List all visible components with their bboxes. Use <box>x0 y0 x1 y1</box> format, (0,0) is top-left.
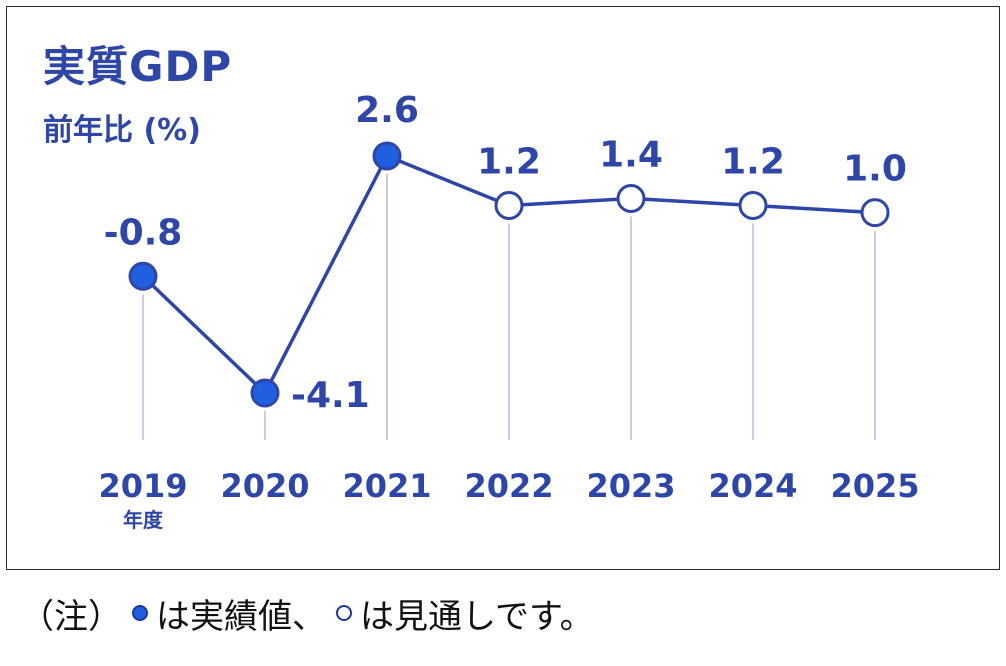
x-tick-label: 2019 <box>98 467 187 505</box>
x-tick-label: 2024 <box>708 467 797 505</box>
data-label: 1.4 <box>599 134 663 175</box>
x-tick-label: 2025 <box>830 467 919 505</box>
y-axis-label: 前年比 (%) <box>43 113 201 148</box>
data-label: 1.2 <box>721 142 785 183</box>
legend: （注） は実績値、 は見通しです。 <box>20 588 594 638</box>
actual-data-point <box>128 261 158 291</box>
line-chart: -0.8 -4.1 2.6 1.2 1.4 1.2 1.0 2019 年度 2020 2021 202… <box>98 90 919 532</box>
forecast-data-point <box>860 198 890 228</box>
legend-actual-label: は実績値、 <box>156 596 326 637</box>
data-label: 1.2 <box>477 142 541 183</box>
data-label: 1.0 <box>843 149 907 190</box>
actual-data-point <box>372 141 402 171</box>
forecast-data-point <box>738 191 768 221</box>
chart-frame: 実質GDP 前年比 (%) <box>6 6 1000 570</box>
forecast-data-point <box>616 183 646 213</box>
legend-forecast-label: は見通しです。 <box>360 596 594 637</box>
legend-prefix: （注） <box>20 596 122 637</box>
x-tick-label: 2023 <box>586 467 675 505</box>
x-tick-label: 2021 <box>342 467 431 505</box>
forecast-data-point <box>494 191 524 221</box>
legend-actual-marker-icon <box>132 605 148 621</box>
chart-title: 実質GDP <box>43 42 233 91</box>
data-label: -0.8 <box>104 212 183 253</box>
legend-forecast-marker-icon <box>336 605 352 621</box>
x-tick-label: 2020 <box>220 467 309 505</box>
actual-data-point <box>250 378 280 408</box>
data-label: -4.1 <box>291 375 370 416</box>
data-label: 2.6 <box>355 90 419 131</box>
x-tick-sublabel: 年度 <box>123 508 164 532</box>
x-tick-label: 2022 <box>464 467 553 505</box>
